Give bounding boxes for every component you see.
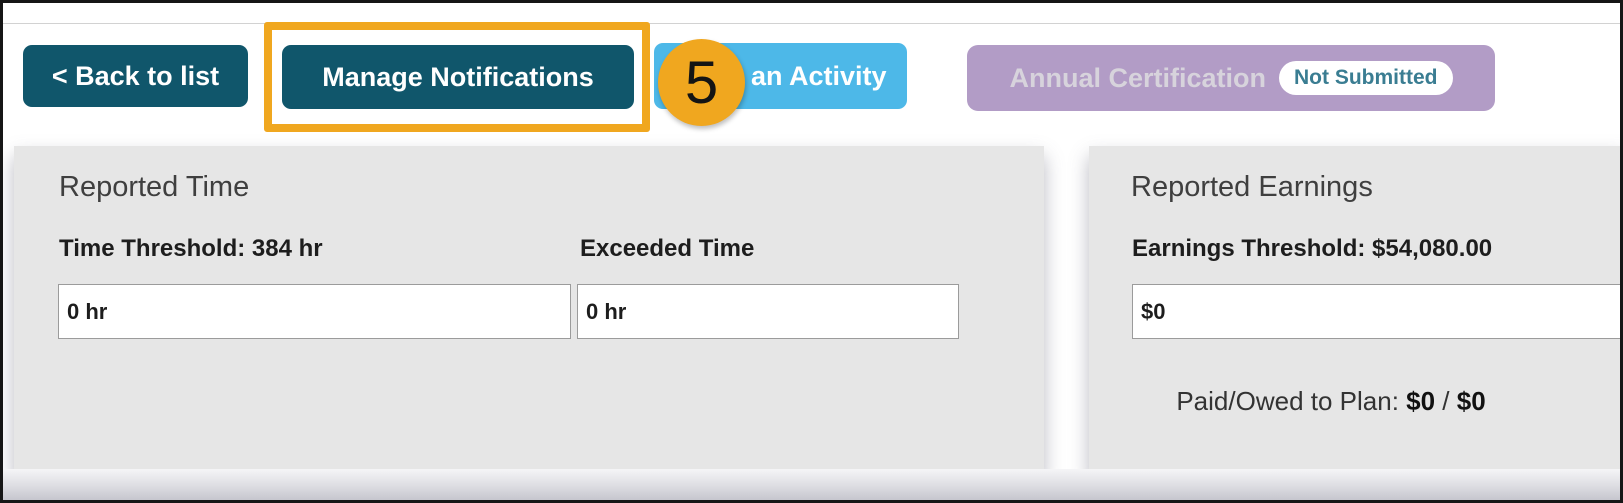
step-number-annotation: 5 <box>658 39 745 126</box>
top-divider <box>3 23 1620 24</box>
earnings-threshold-label: Earnings Threshold: $54,080.00 <box>1132 235 1493 262</box>
not-submitted-status-badge: Not Submitted <box>1279 61 1453 95</box>
reported-time-title: Reported Time <box>59 171 250 203</box>
paid-owed-separator: / <box>1435 386 1457 416</box>
manage-notifications-button[interactable]: Manage Notifications <box>282 45 634 109</box>
reported-earnings-panel: Reported Earnings Earnings Threshold: $5… <box>1089 146 1620 474</box>
owed-value: $0 <box>1456 386 1486 416</box>
paid-value: $0 <box>1406 386 1436 416</box>
exceeded-time-label: Exceeded Time <box>580 235 755 262</box>
paid-owed-to-plan-row: Paid/Owed to Plan: $0 / $0 <box>1133 355 1486 448</box>
annual-certification-label: Annual Certification <box>1009 62 1267 93</box>
time-threshold-label: Time Threshold: 384 hr <box>59 235 323 262</box>
annual-certification-button[interactable]: Annual Certification Not Submitted <box>967 45 1495 111</box>
bottom-shadow-strip <box>3 469 1620 500</box>
reported-time-value-input[interactable]: 0 hr <box>58 284 571 339</box>
reported-earnings-title: Reported Earnings <box>1131 171 1373 203</box>
back-to-list-button[interactable]: < Back to list <box>23 45 248 107</box>
reported-time-panel: Reported Time Time Threshold: 384 hr Exc… <box>14 146 1044 474</box>
paid-owed-label: Paid/Owed to Plan: <box>1176 386 1407 416</box>
exceeded-time-value-input[interactable]: 0 hr <box>577 284 959 339</box>
reported-earnings-value-input[interactable]: $0 <box>1132 284 1620 339</box>
